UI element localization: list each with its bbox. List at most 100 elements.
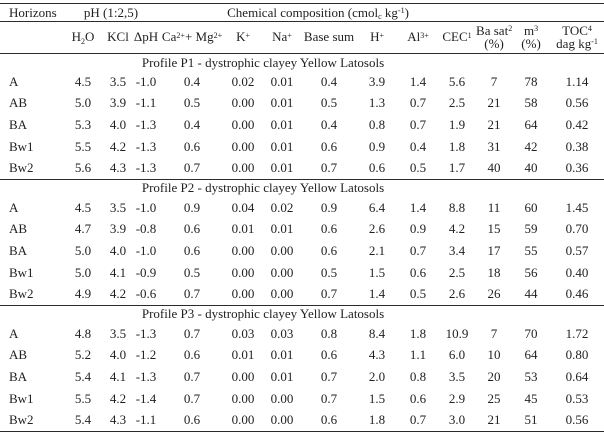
value-cell: 20 [487, 368, 501, 384]
horizons-column-spacer [0, 22, 62, 54]
table-row: AB 5.0 3.9 -1.1 0.5 0.00 0.01 0.5 1.3 0.7 2.5 21 58 0… [0, 93, 604, 115]
value-cell: 42 [524, 138, 538, 154]
value-cell: 0.7 [320, 368, 338, 384]
value-cell: 17 [487, 242, 501, 258]
horizon-cell: Bw2 [9, 412, 34, 428]
column-header: Na+ [272, 29, 292, 45]
value-cell: 8.4 [368, 325, 386, 341]
horizon-cell: BA [9, 368, 28, 384]
value-cell: 0.5 [183, 264, 201, 280]
table-row: Bw2 5.4 4.3 -1.1 0.6 0.00 0.00 0.6 1.8 0.7 3.0 21 51… [0, 409, 604, 431]
value-cell: 5.0 [74, 95, 92, 111]
value-cell: 4.2 [109, 138, 127, 154]
value-cell: 4.1 [109, 368, 127, 384]
value-cell: 1.3 [368, 95, 386, 111]
value-cell: 0.01 [270, 95, 294, 111]
value-cell: 70 [524, 325, 538, 341]
value-cell: 3.9 [109, 95, 127, 111]
value-cell: 64 [524, 347, 538, 363]
table-row: A 4.5 3.5 -1.0 0.4 0.02 0.01 0.4 3.9 1.4 5.6 7 78 1.1… [0, 71, 604, 93]
value-cell: 40 [524, 160, 538, 176]
value-cell: 4.1 [109, 264, 127, 280]
value-cell: 0.53 [565, 390, 589, 406]
table-header: Horizons pH (1:2,5) Chemical composition… [0, 3, 604, 54]
value-cell: 0.4 [183, 73, 201, 89]
value-cell: 0.7 [183, 325, 201, 341]
value-cell: -1.0 [135, 199, 157, 215]
value-cell: 25 [487, 390, 501, 406]
value-cell: 4.5 [74, 73, 92, 89]
value-cell: 55 [524, 242, 538, 258]
profile-caption: Profile P3 - dystrophic clayey Yellow La… [0, 304, 604, 323]
value-cell: 0.6 [320, 242, 338, 258]
value-cell: 2.6 [448, 286, 466, 302]
group-header-row: Horizons pH (1:2,5) Chemical composition… [0, 3, 604, 22]
horizon-cell: Bw1 [9, 264, 34, 280]
chemical-composition-group-header: Chemical composition (cmolc kg-1) [160, 3, 477, 22]
value-cell: 2.1 [368, 242, 386, 258]
value-cell: 0.5 [320, 264, 338, 280]
profile-caption: Profile P1 - dystrophic clayey Yellow La… [0, 53, 604, 71]
value-cell: 0.00 [270, 242, 294, 258]
value-cell: 0.00 [231, 368, 255, 384]
profile-section: Profile P2 - dystrophic clayey Yellow La… [0, 178, 604, 305]
value-cell: 8.8 [448, 199, 466, 215]
value-cell: 0.7 [183, 390, 201, 406]
value-cell: 3.5 [448, 368, 466, 384]
value-cell: 0.00 [231, 138, 255, 154]
value-cell: 21 [487, 116, 501, 132]
value-cell: -1.4 [135, 390, 157, 406]
value-cell: 1.4 [409, 73, 427, 89]
profile-section: Profile P1 - dystrophic clayey Yellow La… [0, 53, 604, 180]
value-cell: 0.00 [270, 264, 294, 280]
column-header: KCl [107, 29, 129, 45]
value-cell: 0.6 [183, 347, 201, 363]
value-cell: 4.9 [74, 286, 92, 302]
value-cell: 0.7 [183, 368, 201, 384]
value-cell: -1.3 [135, 160, 157, 176]
value-cell: 1.1 [409, 347, 427, 363]
value-cell: 53 [524, 368, 538, 384]
value-cell: 0.46 [565, 286, 589, 302]
value-cell: -1.3 [135, 368, 157, 384]
value-cell: 5.5 [74, 390, 92, 406]
value-cell: 4.2 [109, 390, 127, 406]
column-header: m3 (%) [521, 22, 541, 51]
value-cell: -0.9 [135, 264, 157, 280]
value-cell: 0.00 [231, 390, 255, 406]
column-header: CEC1 [442, 29, 472, 45]
value-cell: 0.01 [270, 116, 294, 132]
table-row: AB 5.2 4.0 -1.2 0.6 0.01 0.01 0.6 4.3 1.1 6.0 10 64 0… [0, 345, 604, 367]
profile-caption-row: Profile P2 - dystrophic clayey Yellow La… [0, 178, 604, 197]
value-cell: 11 [487, 199, 501, 215]
value-cell: 1.8 [409, 325, 427, 341]
value-cell: 1.14 [565, 73, 589, 89]
column-header: Ba sat2 (%) [476, 22, 513, 51]
value-cell: 2.9 [448, 390, 466, 406]
value-cell: -1.3 [135, 138, 157, 154]
column-header: H+ [370, 29, 384, 45]
value-cell: 1.8 [448, 138, 466, 154]
value-cell: 40 [487, 160, 501, 176]
value-cell: 0.6 [368, 160, 386, 176]
value-cell: -1.2 [135, 347, 157, 363]
value-cell: 4.3 [109, 160, 127, 176]
horizon-cell: Bw2 [9, 160, 34, 176]
value-cell: 0.64 [565, 368, 589, 384]
value-cell: 0.6 [320, 221, 338, 237]
value-cell: 0.5 [409, 160, 427, 176]
horizon-cell: Bw2 [9, 286, 34, 302]
value-cell: 0.01 [231, 347, 255, 363]
value-cell: 3.9 [368, 73, 386, 89]
value-cell: 5.6 [74, 160, 92, 176]
value-cell: 2.0 [368, 368, 386, 384]
value-cell: 5.0 [74, 264, 92, 280]
horizon-cell: AB [9, 95, 28, 111]
value-cell: 2.5 [448, 95, 466, 111]
value-cell: 56 [524, 264, 538, 280]
table-row: BA 5.4 4.1 -1.3 0.7 0.00 0.01 0.7 2.0 0.8 3.5 20 53 0… [0, 366, 604, 388]
value-cell: 3.5 [109, 73, 127, 89]
value-cell: 10 [487, 347, 501, 363]
value-cell: 0.5 [320, 95, 338, 111]
value-cell: 1.5 [368, 264, 386, 280]
